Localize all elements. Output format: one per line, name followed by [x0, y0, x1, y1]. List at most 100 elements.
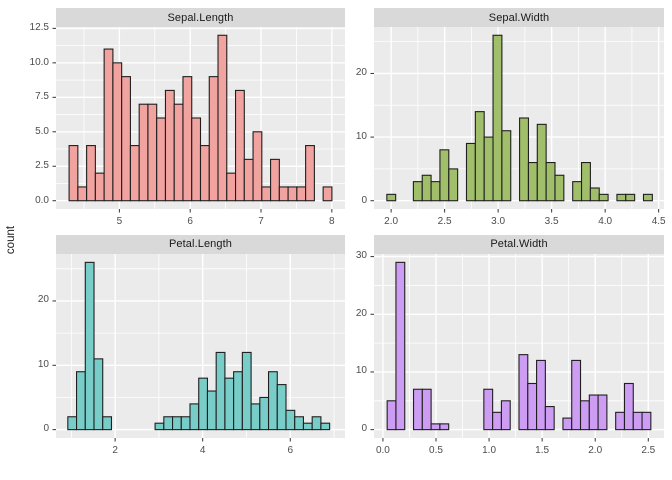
x-tick-label: 3.0: [491, 216, 506, 227]
histogram-bar: [501, 130, 512, 202]
y-tick-label: 20: [37, 294, 49, 306]
y-tick-label: 10: [355, 131, 367, 143]
histogram-bar: [243, 158, 254, 202]
x-tick-label: 2: [112, 444, 118, 456]
histogram-bar: [241, 351, 252, 430]
histogram-bar: [215, 351, 226, 430]
histogram-bar: [180, 415, 191, 430]
histogram-bar: [102, 415, 113, 430]
y-tick-label: 5.0: [35, 125, 49, 137]
histogram-bar: [86, 145, 96, 202]
x-tick-label: 7: [258, 216, 264, 227]
histogram-bar: [121, 76, 131, 202]
histogram-bar: [164, 89, 175, 202]
histogram-bar: [615, 411, 626, 430]
histogram-bar: [632, 411, 643, 430]
histogram-bar: [588, 393, 599, 430]
histogram-bar: [94, 172, 105, 202]
histogram-bar: [77, 186, 88, 202]
histogram-bar: [233, 370, 243, 430]
histogram-bar: [421, 174, 432, 202]
histogram-bar: [252, 131, 263, 202]
histogram-bar: [103, 48, 114, 202]
histogram-bar: [189, 402, 200, 430]
histogram-bar: [287, 186, 298, 202]
histogram-bar: [554, 174, 565, 202]
histogram-bar: [156, 117, 167, 202]
histogram-bar: [492, 34, 503, 202]
histogram-bar: [474, 111, 485, 202]
histogram-bar: [641, 411, 652, 430]
histogram-bar: [580, 162, 591, 202]
histogram-bar: [579, 399, 590, 430]
histogram-bar: [320, 422, 331, 430]
facet-strip-label: Petal.Width: [490, 238, 548, 250]
y-tick-label: 12.5: [29, 22, 49, 34]
plot-area-sepal-length: [52, 27, 345, 213]
histogram-bar: [224, 377, 235, 430]
histogram-bar: [259, 396, 270, 430]
histogram-bar: [322, 186, 333, 202]
histogram-bar: [261, 186, 272, 202]
y-tick-label: 0: [43, 423, 49, 435]
histogram-bar: [154, 422, 165, 430]
histogram-bar: [395, 261, 406, 430]
histogram-bar: [191, 117, 202, 202]
histogram-bar: [75, 370, 86, 430]
x-tick-label: 6: [287, 444, 294, 456]
y-tick-label: 20: [355, 67, 367, 79]
histogram-bar: [439, 149, 450, 202]
histogram-bar: [163, 415, 174, 430]
histogram-bar: [173, 103, 184, 202]
plot-area-petal-length: [52, 253, 345, 441]
histogram-bar: [129, 145, 140, 202]
facet-strip-label: Petal.Length: [169, 238, 232, 250]
histogram-bar: [217, 34, 228, 202]
histogram-bar: [536, 123, 547, 202]
histogram-bar: [623, 382, 634, 430]
panel-petal-width: Petal.Width 0.0 0.5 1.0 1.5 2.0 2.5 0 10 20 30: [356, 234, 664, 456]
histogram-bar: [465, 142, 476, 202]
y-tick-label: 0: [361, 423, 367, 435]
histogram-bar: [483, 136, 494, 202]
plot-area-sepal-width: [370, 27, 664, 213]
histogram-bar: [208, 76, 219, 202]
histogram-bar: [270, 158, 280, 202]
facet-strip-label: Sepal.Length: [167, 11, 234, 24]
x-tick-label: 2.5: [437, 216, 452, 227]
histogram-bar: [285, 409, 296, 430]
y-tick-label: 0: [361, 194, 367, 206]
histogram-bar: [430, 422, 441, 430]
histogram-bar: [544, 405, 555, 430]
x-tick-label: 4: [199, 444, 206, 456]
y-tick-label: 30: [355, 250, 367, 262]
histogram-bar: [278, 186, 289, 202]
histogram-bar: [250, 402, 261, 430]
histogram-bar: [206, 389, 217, 430]
histogram-bar: [492, 411, 502, 430]
x-tick-label: 0.0: [375, 444, 390, 456]
histogram-bar: [589, 187, 600, 202]
x-tick-label: 5: [116, 216, 123, 227]
histogram-bar: [642, 193, 653, 202]
histogram-bar: [302, 422, 313, 430]
histogram-bar: [182, 76, 193, 202]
histogram-bar: [598, 193, 609, 202]
histogram-bar: [226, 172, 237, 202]
histogram-bar: [518, 353, 529, 430]
y-tick-label: 10: [355, 365, 367, 377]
x-tick-label: 4.5: [651, 216, 666, 227]
x-tick-label: 0.5: [429, 444, 443, 456]
x-tick-label: 1.0: [482, 444, 497, 456]
histogram-bar: [199, 145, 210, 202]
histogram-bar: [296, 186, 307, 202]
x-tick-label: 4.0: [598, 216, 613, 227]
panel-sepal-width: Sepal.Width 2.0 2.5 3.0 3.5 4.0 4.5 0 10 20: [356, 8, 666, 227]
x-tick-label: 2.5: [641, 444, 656, 456]
histogram-bar: [545, 162, 556, 202]
histogram-bar: [68, 145, 79, 202]
plot-area-petal-width: [370, 253, 664, 441]
y-tick-label: 0.0: [35, 194, 49, 206]
histogram-bar: [483, 388, 494, 430]
histogram-bar: [172, 415, 182, 430]
